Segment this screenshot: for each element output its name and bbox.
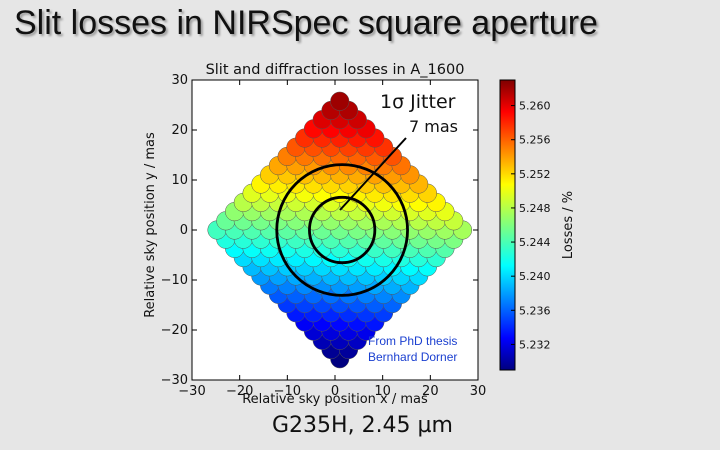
slide-title: Slit losses in NIRSpec square aperture: [14, 4, 598, 42]
credit-line-2: Bernhard Dorner: [368, 350, 457, 364]
x-tick-label: 10: [374, 384, 391, 399]
x-tick-label: −10: [274, 384, 301, 399]
jitter-circle-2sigma: [275, 163, 409, 297]
credit-line-1: From PhD thesis: [368, 334, 457, 348]
chart-title: Slit and diffraction losses in A_1600: [206, 62, 465, 78]
jitter-label: 1σ Jitter: [380, 91, 456, 113]
colorbar-tick-label: 5.244: [519, 236, 551, 249]
colorbar-tick-label: 5.240: [519, 270, 551, 283]
jitter-value: 7 mas: [409, 117, 458, 136]
y-tick-label: 30: [171, 73, 188, 88]
colorbar-tick-label: 5.260: [519, 100, 551, 113]
jitter-circle-1sigma: [308, 195, 377, 265]
slide-caption: G235H, 2.45 µm: [272, 413, 453, 438]
x-tick-label: −30: [178, 384, 205, 399]
colorbar-tick-label: 5.252: [519, 168, 551, 181]
y-tick-label: −20: [161, 323, 188, 338]
y-axis-label: Relative sky position y / mas: [143, 132, 158, 318]
colorbar-tick-label: 5.232: [519, 338, 551, 351]
jitter-pointer-line: [339, 137, 407, 211]
y-tick-label: 20: [171, 123, 188, 138]
colorbar-tick-label: 5.248: [519, 202, 551, 215]
colorbar-tick-label: 5.256: [519, 134, 551, 147]
y-tick-label: 10: [171, 173, 188, 188]
y-tick-label: −30: [161, 373, 188, 388]
x-tick-label: 20: [422, 384, 439, 399]
y-tick-label: 0: [180, 223, 188, 238]
colorbar-ticks: 5.232 5.236 5.240 5.244 5.248 5.252 5.256 5.260: [511, 100, 551, 351]
jitter-circles: [275, 163, 409, 297]
data-point: [330, 91, 350, 111]
colorbar: [499, 79, 516, 371]
x-tick-label: 30: [470, 384, 487, 399]
x-tick-label: −20: [226, 384, 253, 399]
y-tick-label: −10: [161, 273, 188, 288]
x-axis-label: Relative sky position x / mas: [242, 392, 428, 407]
colorbar-tick-label: 5.236: [519, 304, 551, 317]
axis-ticks: −30 −20 −10 0 10 20 30 −30 −20 −10 0 10 20 30: [161, 73, 487, 399]
x-tick-label: 0: [331, 384, 339, 399]
colorbar-label: Losses / %: [561, 191, 576, 259]
